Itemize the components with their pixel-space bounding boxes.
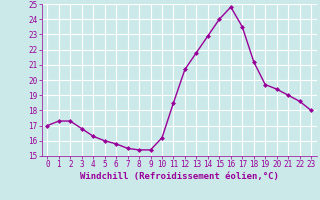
X-axis label: Windchill (Refroidissement éolien,°C): Windchill (Refroidissement éolien,°C) [80,172,279,181]
